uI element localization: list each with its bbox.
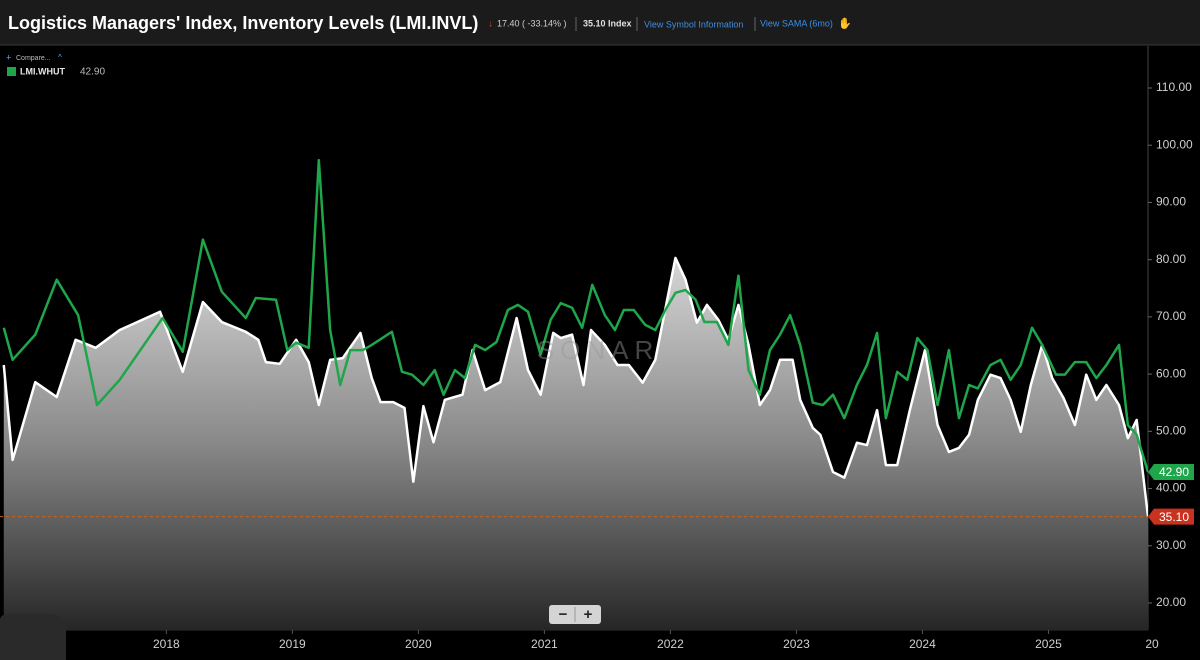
badge-label: 35.10 (1159, 510, 1189, 524)
watermark: SONAR (537, 335, 659, 365)
y-tick-label: 50.00 (1156, 423, 1186, 437)
header-bar (0, 0, 1200, 45)
y-tick-label: 110.00 (1156, 80, 1192, 94)
compare-plus[interactable]: + (6, 52, 11, 62)
x-tick-label: 2019 (279, 637, 306, 651)
line (2, 256, 1148, 517)
chart-title: Logistics Managers' Index, Inventory Lev… (8, 13, 478, 33)
compare-link[interactable]: Compare... (16, 55, 51, 62)
y-tick-label: 40.00 (1156, 481, 1186, 495)
line (2, 158, 1148, 473)
legend-value: 42.90 (80, 67, 105, 78)
y-tick-label: 90.00 (1156, 195, 1186, 209)
y-tick-label: 20.00 (1156, 595, 1186, 609)
legend: LMI.WHUT 42.90 (7, 66, 105, 78)
x-tick-label: 2025 (1035, 637, 1062, 651)
y-tick-label: 70.00 (1156, 309, 1186, 323)
plot-area (2, 158, 1148, 630)
corner-overlay (0, 614, 66, 660)
y-tick-label: 30.00 (1156, 538, 1186, 552)
zoom-out[interactable]: − (559, 606, 568, 623)
symbol-info-link[interactable]: View Symbol Information (644, 19, 743, 29)
x-tick-label: 2023 (783, 637, 810, 651)
change: 17.40 ( -33.14% ) (497, 18, 567, 28)
x-tick-label: 2022 (657, 637, 684, 651)
y-tick-label: 100.00 (1156, 137, 1193, 151)
legend-label: LMI.WHUT (20, 66, 65, 76)
badge (1148, 508, 1194, 525)
badge-label: 42.90 (1159, 465, 1189, 479)
y-tick-label: 80.00 (1156, 252, 1186, 266)
x-tick-label: 2021 (531, 637, 558, 651)
legend-swatch (7, 67, 16, 76)
x-tick-label: 20 (1145, 637, 1159, 651)
zoom-in[interactable]: + (584, 606, 593, 623)
y-tick-label: 60.00 (1156, 366, 1186, 380)
last-value: 35.10 Index (583, 18, 632, 28)
x-tick-label: 2024 (909, 637, 936, 651)
icon: ✋ (838, 17, 852, 30)
sama-link[interactable]: View SAMA (6mo) (760, 18, 833, 28)
compare-caret[interactable]: ^ (58, 53, 62, 62)
x-tick-label: 2018 (153, 637, 180, 651)
badge (1148, 463, 1194, 480)
down-arrow: ↓ (488, 19, 493, 30)
x-tick-label: 2020 (405, 637, 432, 651)
